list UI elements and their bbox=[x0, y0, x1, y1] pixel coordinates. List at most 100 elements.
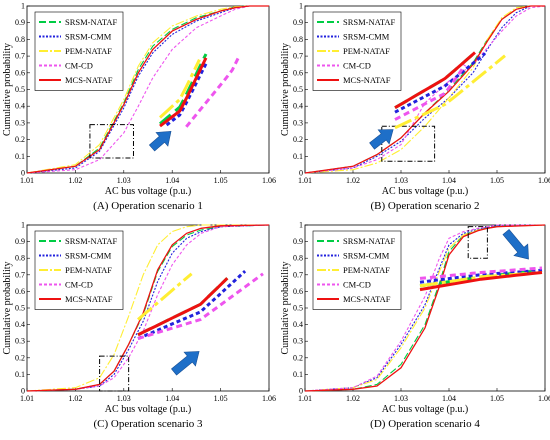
legend-label: SRSM-CMM bbox=[65, 251, 112, 261]
y-tick-label: 0 bbox=[21, 387, 25, 396]
y-tick-label: 0.9 bbox=[15, 18, 25, 27]
y-tick-label: 0.5 bbox=[15, 85, 25, 94]
panel-caption: (B) Operation scenario 2 bbox=[370, 200, 479, 212]
inset-line-srsm-cmm bbox=[394, 52, 486, 114]
y-tick-label: 1 bbox=[299, 2, 303, 11]
legend-label: SRSM-NATAF bbox=[65, 17, 117, 27]
y-tick-label: 0.8 bbox=[15, 35, 25, 44]
x-tick-label: 1.05 bbox=[214, 176, 228, 185]
legend-label: PEM-NATAF bbox=[65, 46, 112, 56]
zoom-inset bbox=[158, 53, 241, 128]
y-tick-label: 0.1 bbox=[293, 370, 303, 379]
inset-line-mcs-nataf bbox=[394, 51, 476, 109]
inset-line-srsm-cmm bbox=[137, 269, 247, 340]
zoom-region-box bbox=[467, 226, 488, 259]
legend-label: SRSM-NATAF bbox=[343, 236, 395, 246]
series-line-srsm-cmm bbox=[304, 224, 546, 392]
zoom-region-box bbox=[99, 355, 130, 392]
y-axis-label: Cumulative probability bbox=[280, 43, 291, 136]
legend-label: PEM-NATAF bbox=[343, 265, 390, 275]
legend-label: SRSM-CMM bbox=[343, 32, 390, 42]
zoom-arrow-icon bbox=[148, 131, 172, 152]
arrow-shape bbox=[369, 129, 394, 150]
y-tick-label: 1 bbox=[299, 221, 303, 230]
inset-line-pem-nataf bbox=[394, 54, 506, 130]
legend-label: CM-CD bbox=[343, 61, 371, 71]
zoom-inset bbox=[137, 269, 264, 341]
zoom-inset bbox=[394, 51, 506, 130]
legend-label: SRSM-NATAF bbox=[65, 236, 117, 246]
legend: SRSM-NATAF SRSM-CMM PEM-NATAF CM-CD MCS-NATA… bbox=[312, 230, 402, 310]
x-tick-label: 1.05 bbox=[490, 176, 504, 185]
inset-line-cm-cd bbox=[419, 266, 543, 280]
y-tick-label: 0.3 bbox=[293, 118, 303, 127]
legend-box bbox=[34, 11, 124, 91]
x-tick-label: 1.01 bbox=[20, 394, 34, 403]
inset-line-cm-cd bbox=[185, 55, 241, 128]
series-line-cm-cd bbox=[26, 5, 269, 174]
chart-panel-4: 0 0.1 0.2 0.3 0.4 0.5 0.6 0.7 0.8 0.9 1 1.01 1.02 1.0… bbox=[280, 221, 550, 431]
y-tick-label: 0.3 bbox=[293, 337, 303, 346]
series-line-pem-nataf bbox=[304, 5, 545, 174]
series-line-srsm-nataf bbox=[26, 5, 269, 174]
x-tick-label: 1.02 bbox=[346, 394, 360, 403]
y-tick-label: 0.9 bbox=[293, 237, 303, 246]
y-axis-label: Cumulative probability bbox=[2, 43, 13, 136]
series-line-cm-cd bbox=[304, 224, 545, 392]
legend-label: CM-CD bbox=[343, 280, 371, 290]
y-tick-label: 0.7 bbox=[15, 270, 25, 279]
y-tick-label: 0 bbox=[299, 387, 303, 396]
zoom-arrow-icon bbox=[502, 229, 529, 260]
y-tick-label: 0.6 bbox=[293, 287, 303, 296]
x-axis-label: AC bus voltage (p.u.) bbox=[105, 186, 191, 197]
legend-label: MCS-NATAF bbox=[343, 75, 391, 85]
series-line-srsm-cmm bbox=[304, 5, 545, 174]
chart-panel-3: 0 0.1 0.2 0.3 0.4 0.5 0.6 0.7 0.8 0.9 1 1.01 1.02 1.0… bbox=[2, 221, 276, 431]
chart-panel-1: 0 0.1 0.2 0.3 0.4 0.5 0.6 0.7 0.8 0.9 1 1.01 1.02 1.0… bbox=[2, 2, 276, 213]
y-tick-label: 0.1 bbox=[293, 152, 303, 161]
series-line-srsm-cmm bbox=[26, 224, 270, 392]
panel-caption: (C) Operation scenario 3 bbox=[93, 418, 203, 430]
x-tick-label: 1.02 bbox=[68, 176, 82, 185]
y-tick-label: 0.1 bbox=[15, 152, 25, 161]
y-tick-label: 0.7 bbox=[15, 52, 25, 61]
y-tick-label: 0.5 bbox=[293, 85, 303, 94]
x-axis-label: AC bus voltage (p.u.) bbox=[105, 404, 191, 415]
x-tick-label: 1.04 bbox=[165, 394, 179, 403]
x-tick-label: 1.04 bbox=[442, 176, 456, 185]
zoom-arrow-icon bbox=[369, 129, 394, 150]
legend-label: PEM-NATAF bbox=[65, 265, 112, 275]
arrow-shape bbox=[148, 131, 172, 152]
arrow-shape bbox=[171, 351, 200, 376]
zoom-region-box bbox=[89, 124, 134, 159]
x-tick-label: 1.05 bbox=[490, 394, 504, 403]
y-tick-label: 1 bbox=[21, 221, 25, 230]
panel-caption: (D) Operation scenario 4 bbox=[370, 418, 480, 430]
y-tick-label: 0.4 bbox=[15, 102, 25, 111]
y-tick-label: 0.8 bbox=[293, 254, 303, 263]
x-tick-label: 1.06 bbox=[538, 394, 550, 403]
inset-line-mcs-nataf bbox=[159, 57, 208, 128]
x-tick-label: 1.04 bbox=[165, 176, 179, 185]
y-tick-label: 0.7 bbox=[293, 270, 303, 279]
y-tick-label: 0.6 bbox=[15, 287, 25, 296]
x-tick-label: 1.03 bbox=[394, 394, 408, 403]
y-tick-label: 0.2 bbox=[293, 135, 303, 144]
x-tick-label: 1.06 bbox=[262, 176, 276, 185]
zoom-inset bbox=[419, 266, 543, 292]
y-tick-label: 0.2 bbox=[15, 135, 25, 144]
y-tick-label: 0.5 bbox=[293, 304, 303, 313]
y-tick-label: 0.4 bbox=[293, 102, 303, 111]
inset-line-pem-nataf bbox=[137, 272, 193, 321]
y-tick-label: 0.8 bbox=[15, 254, 25, 263]
inset-line-srsm-cmm bbox=[165, 63, 208, 127]
y-tick-label: 0 bbox=[21, 169, 25, 178]
arrow-shape bbox=[502, 229, 529, 260]
legend-box bbox=[312, 11, 402, 91]
x-tick-label: 1.06 bbox=[538, 176, 550, 185]
zoom-region-box bbox=[381, 125, 436, 162]
legend-label: SRSM-CMM bbox=[65, 32, 112, 42]
y-tick-label: 0.4 bbox=[293, 320, 303, 329]
series-line-mcs-nataf bbox=[26, 5, 269, 174]
y-tick-label: 0.4 bbox=[15, 320, 25, 329]
